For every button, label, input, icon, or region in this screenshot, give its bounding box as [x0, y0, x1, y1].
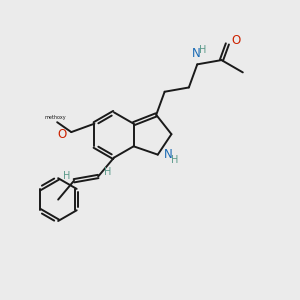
Text: O: O — [231, 34, 240, 47]
Text: H: H — [104, 167, 112, 177]
Text: N: N — [192, 47, 201, 60]
Text: H: H — [171, 155, 178, 165]
Text: N: N — [164, 148, 173, 161]
Text: H: H — [63, 171, 70, 181]
Text: H: H — [199, 45, 206, 55]
Text: methoxy: methoxy — [45, 115, 67, 120]
Text: O: O — [58, 128, 67, 141]
